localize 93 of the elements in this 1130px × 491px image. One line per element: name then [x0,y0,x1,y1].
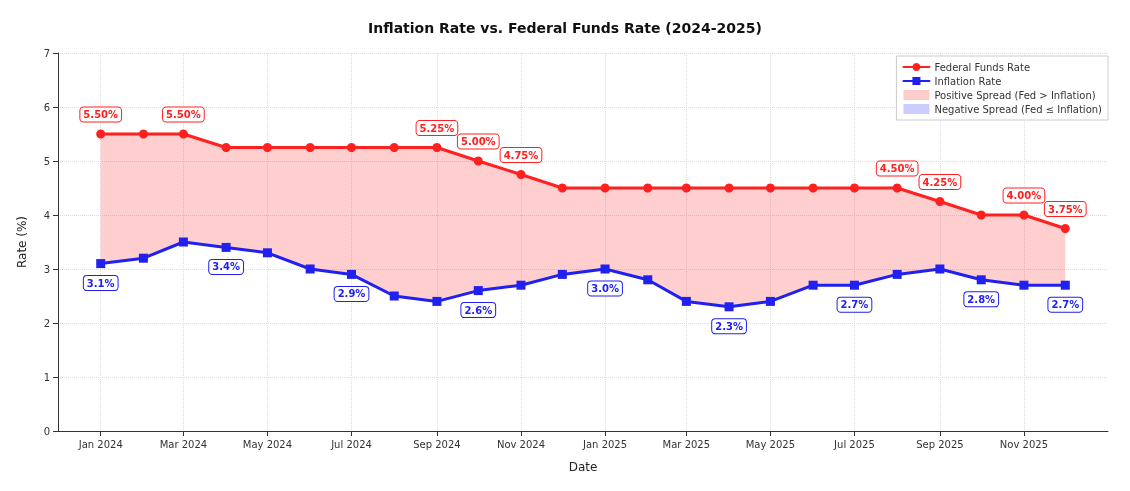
point [935,264,945,274]
point [178,237,188,247]
point [432,296,442,306]
data-label: 5.50% [166,109,201,120]
point [432,143,442,152]
point [849,280,859,290]
data-label: 5.00% [460,136,496,147]
point [347,269,356,279]
point [262,248,272,258]
point [389,143,399,152]
x-tick-label: May 2025 [745,438,796,450]
x-tick-label: Jul 2025 [833,438,875,450]
point [892,269,902,279]
x-tick-label: May 2024 [242,438,293,450]
x-tick-label: Nov 2025 [999,438,1049,450]
point [1060,224,1070,233]
point [600,183,610,193]
point [389,291,399,301]
point [892,183,902,193]
point [178,129,188,139]
point [808,183,818,193]
point [557,183,567,193]
legend-label: Federal Funds Rate [934,61,1031,73]
point [305,264,315,274]
data-label: 4.50% [879,163,915,174]
x-tick-label: Jan 2024 [77,438,123,450]
point [557,269,567,279]
point [516,170,526,179]
point [643,275,653,285]
point [600,264,610,274]
point [849,183,859,193]
point [681,183,691,193]
x-tick-label: Nov 2024 [496,438,546,450]
x-tick-label: Jul 2024 [330,438,372,450]
point [96,129,106,139]
data-label: 3.75% [1047,203,1083,215]
data-label: 4.00% [1006,190,1042,201]
y-axis-title: Rate (%) [15,215,29,269]
point [724,183,734,193]
point [1019,280,1029,290]
point [643,183,653,193]
point [262,143,272,152]
y-tick-label: 1 [43,371,50,383]
data-label: 3.1% [86,277,115,289]
data-label: 4.75% [503,149,539,161]
y-tick-label: 7 [43,47,50,59]
data-label: 2.9% [337,288,366,300]
data-label: 2.6% [464,304,493,316]
y-tick-label: 0 [43,425,50,437]
y-tick-label: 2 [43,317,50,329]
point [1060,280,1070,290]
y-tick-label: 3 [43,263,50,275]
point [808,280,818,290]
point [138,253,148,263]
legend-label: Positive Spread (Fed > Inflation) [934,89,1096,101]
point [724,302,734,312]
x-axis-title: Date [568,460,598,474]
point [1019,210,1029,220]
chart-title: Inflation Rate vs. Federal Funds Rate (2024-2025) [368,20,762,36]
data-label: 2.7% [1051,299,1080,311]
point [976,210,986,220]
point [473,286,483,296]
x-tick-label: Sep 2024 [413,438,461,450]
point [681,296,691,306]
data-label: 2.8% [967,293,996,305]
data-label: 4.25% [922,176,958,188]
point [305,143,315,152]
data-label: 5.25% [419,122,455,134]
point [765,296,775,306]
point [765,183,775,193]
y-tick-label: 5 [43,155,50,167]
point [221,242,231,252]
y-tick-label: 4 [43,209,50,221]
data-label: 2.7% [840,299,869,311]
legend-label: Inflation Rate [934,75,1002,87]
data-label: 5.50% [83,109,119,120]
x-tick-label: Jan 2025 [582,438,628,450]
y-tick-label: 6 [43,101,50,113]
point [221,143,231,152]
point [976,275,986,285]
x-tick-label: Mar 2024 [159,438,208,450]
point [935,197,945,206]
x-tick-label: Sep 2025 [916,438,964,450]
point [473,156,483,166]
point [347,143,356,152]
point [96,259,106,269]
point [516,280,526,290]
data-label: 3.0% [591,283,619,294]
data-label: 3.4% [212,261,240,273]
legend-label: Negative Spread (Fed ≤ Inflation) [934,103,1103,115]
point [138,129,148,139]
x-tick-label: Mar 2025 [662,438,711,450]
data-label: 2.3% [715,320,743,332]
